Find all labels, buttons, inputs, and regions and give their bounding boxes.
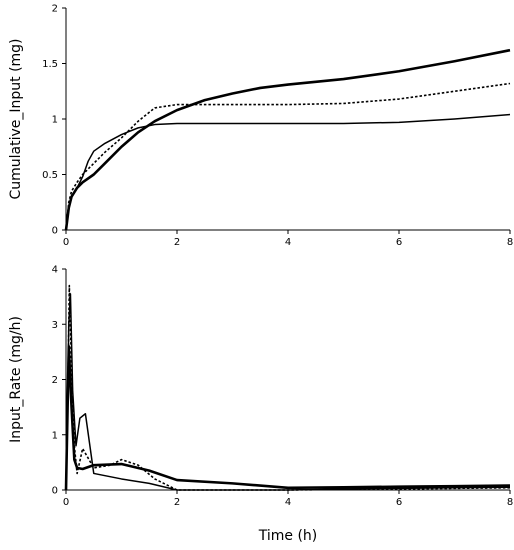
series-line-3 xyxy=(65,284,511,491)
series-line-2 xyxy=(65,113,511,231)
x-tick-label: 8 xyxy=(507,497,513,508)
x-tick-label: 4 xyxy=(285,237,291,248)
y-tick-label: 1 xyxy=(52,115,58,126)
x-tick-label: 6 xyxy=(396,497,402,508)
y-tick-label: 2 xyxy=(52,4,58,15)
x-tick-label: 2 xyxy=(174,497,180,508)
series-line-2 xyxy=(65,293,511,491)
y-tick-label: 0 xyxy=(52,226,58,237)
y-tick-label: 1 xyxy=(52,430,58,441)
y-tick-label: 3 xyxy=(52,320,58,331)
series-line-1 xyxy=(64,48,511,231)
series-line-1 xyxy=(64,345,511,491)
x-tick-label: 2 xyxy=(174,237,180,248)
input-rate-panel: 0 2 4 6 8 0 1 2 3 4 Input_Rate (mg/h) Time (h) xyxy=(8,265,513,545)
y-axis-label: Cumulative_Input (mg) xyxy=(8,38,24,199)
series-line-3 xyxy=(65,82,511,231)
x-tick-label: 8 xyxy=(507,237,513,248)
x-axis-label: Time (h) xyxy=(258,528,318,544)
x-tick-label: 0 xyxy=(63,497,69,508)
x-tick-label: 4 xyxy=(285,497,291,508)
y-tick-label: 0 xyxy=(52,486,58,497)
y-tick-label: 2 xyxy=(52,375,58,386)
x-tick-label: 0 xyxy=(63,237,69,248)
y-axis-label: Input_Rate (mg/h) xyxy=(8,316,24,443)
x-tick-label: 6 xyxy=(396,237,402,248)
cumulative-input-panel: 0 2 4 6 8 0 0.5 1 1.5 2 Cumulative_Input (mg) xyxy=(8,4,513,249)
y-tick-label: 1.5 xyxy=(42,59,58,70)
y-tick-label: 0.5 xyxy=(42,170,58,181)
y-tick-label: 4 xyxy=(52,265,58,276)
